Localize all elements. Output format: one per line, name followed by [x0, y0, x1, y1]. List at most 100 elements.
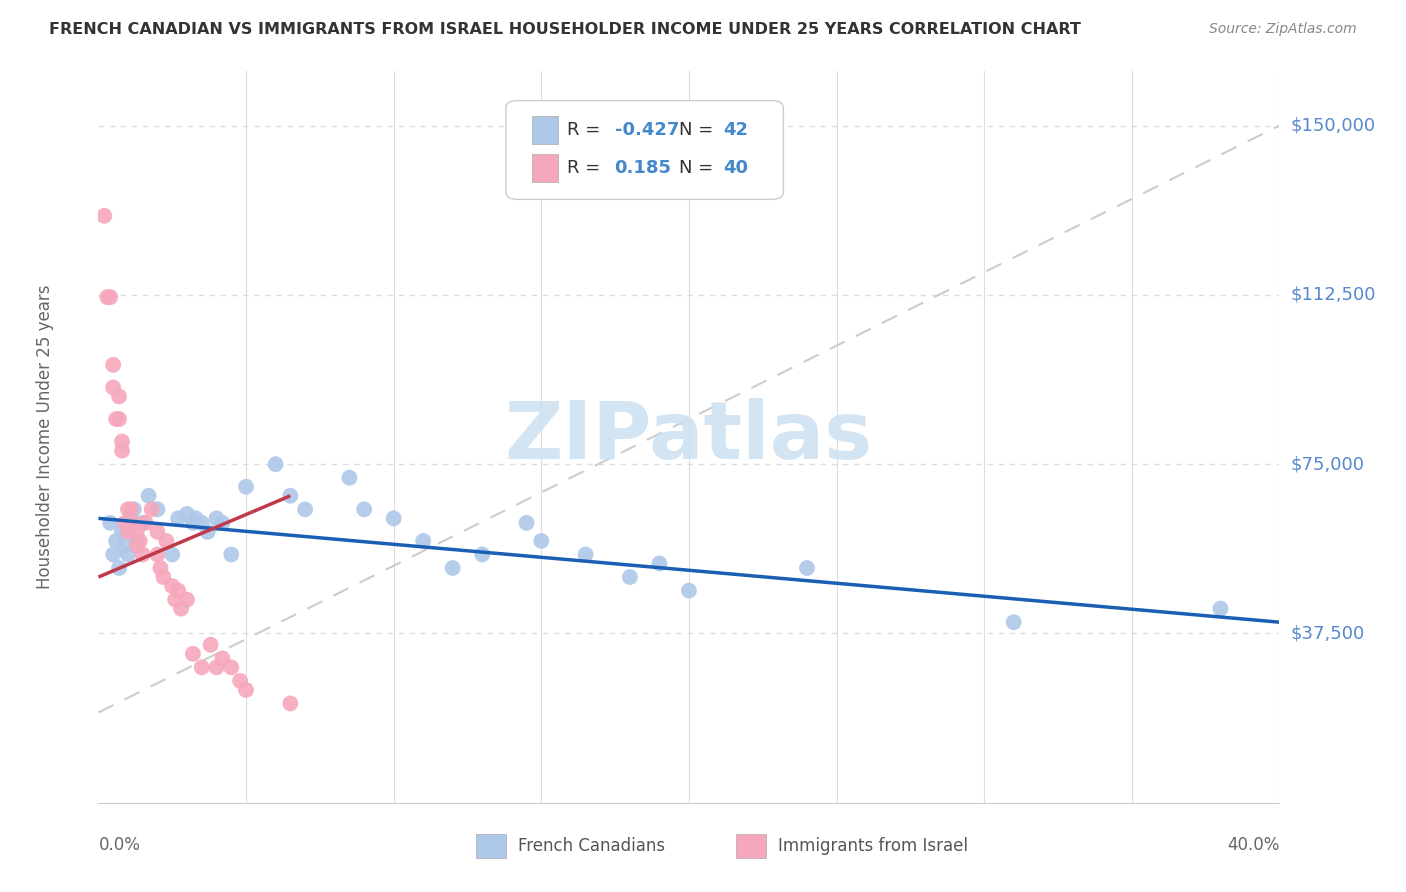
Point [170, 601, 193, 615]
Point [200, 638, 222, 652]
Text: R =: R = [567, 121, 606, 139]
Point [122, 502, 145, 516]
Point [184, 511, 207, 525]
Point [211, 516, 233, 530]
Point [93, 209, 115, 223]
Text: 40: 40 [723, 159, 748, 177]
Point [280, 489, 302, 503]
Text: Source: ZipAtlas.com: Source: ZipAtlas.com [1209, 22, 1357, 37]
Point [205, 511, 228, 525]
Point [103, 358, 125, 372]
Text: $75,000: $75,000 [1291, 455, 1365, 473]
Text: N =: N = [679, 121, 720, 139]
Point [135, 516, 157, 530]
Point [294, 502, 316, 516]
Point [114, 516, 136, 530]
Point [235, 682, 257, 697]
Point [648, 557, 671, 571]
Point [221, 660, 243, 674]
Point [98, 290, 121, 304]
Point [125, 524, 148, 539]
Point [1209, 601, 1232, 615]
Point [125, 533, 148, 548]
Point [167, 511, 190, 525]
Point [176, 507, 198, 521]
Point [197, 524, 219, 539]
Text: N =: N = [679, 159, 720, 177]
Point [353, 502, 375, 516]
Point [132, 516, 155, 530]
Text: Immigrants from Israel: Immigrants from Israel [778, 837, 967, 855]
Point [235, 480, 257, 494]
Point [103, 380, 125, 394]
Text: 42: 42 [723, 121, 748, 139]
Point [280, 697, 302, 711]
Text: Householder Income Under 25 years: Householder Income Under 25 years [37, 285, 55, 590]
Point [167, 583, 190, 598]
Text: -0.427: -0.427 [614, 121, 679, 139]
Point [796, 561, 818, 575]
Point [138, 489, 160, 503]
Point [105, 533, 128, 548]
Text: 0.0%: 0.0% [98, 836, 141, 854]
Bar [477, 834, 506, 858]
Point [122, 516, 145, 530]
Point [191, 516, 214, 530]
Point [155, 533, 177, 548]
Point [141, 502, 163, 516]
Point [117, 524, 139, 539]
Point [181, 516, 204, 530]
Point [111, 443, 134, 458]
Text: French Canadians: French Canadians [517, 837, 665, 855]
Bar [531, 154, 558, 182]
Point [191, 660, 214, 674]
Point [339, 471, 361, 485]
Point [575, 548, 598, 562]
Text: $37,500: $37,500 [1291, 624, 1365, 642]
Point [382, 511, 405, 525]
Point [176, 592, 198, 607]
Point [146, 524, 169, 539]
Point [98, 516, 121, 530]
Point [120, 502, 142, 516]
Point [211, 651, 233, 665]
Bar [737, 834, 766, 858]
Point [412, 533, 434, 548]
Text: $112,500: $112,500 [1291, 285, 1376, 304]
Point [96, 290, 118, 304]
Point [441, 561, 464, 575]
Point [152, 570, 174, 584]
Point [132, 548, 155, 562]
Point [111, 524, 134, 539]
Point [530, 533, 553, 548]
Point [264, 457, 287, 471]
Point [114, 538, 136, 552]
Point [146, 502, 169, 516]
Point [678, 583, 700, 598]
Bar [531, 116, 558, 145]
Point [128, 533, 150, 548]
Point [149, 561, 172, 575]
Text: 0.185: 0.185 [614, 159, 672, 177]
Point [103, 548, 125, 562]
Text: R =: R = [567, 159, 606, 177]
Point [108, 412, 131, 426]
Point [111, 434, 134, 449]
Point [471, 548, 494, 562]
Point [120, 511, 142, 525]
Point [619, 570, 641, 584]
Point [165, 592, 187, 607]
Point [516, 516, 538, 530]
Point [162, 579, 183, 593]
Point [117, 502, 139, 516]
Point [221, 548, 243, 562]
Text: 40.0%: 40.0% [1227, 836, 1279, 854]
Point [1002, 615, 1025, 630]
Point [105, 412, 128, 426]
Text: FRENCH CANADIAN VS IMMIGRANTS FROM ISRAEL HOUSEHOLDER INCOME UNDER 25 YEARS CORR: FRENCH CANADIAN VS IMMIGRANTS FROM ISRAE… [49, 22, 1081, 37]
Point [108, 561, 131, 575]
Text: ZIPatlas: ZIPatlas [505, 398, 873, 476]
Point [205, 660, 228, 674]
FancyBboxPatch shape [506, 101, 783, 200]
Text: $150,000: $150,000 [1291, 117, 1375, 135]
